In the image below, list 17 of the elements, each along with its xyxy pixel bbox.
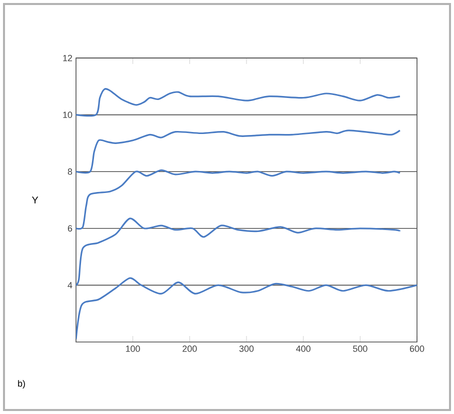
x-tick-label: 100 xyxy=(126,346,140,352)
y-tick-label: 4 xyxy=(68,282,72,288)
y-tick-label: 8 xyxy=(68,168,72,175)
y-tick-label: 10 xyxy=(63,112,72,118)
line-series xyxy=(76,88,401,117)
line-series xyxy=(76,169,401,230)
text: b) xyxy=(18,380,25,388)
x-tick-label: 200 xyxy=(182,346,197,352)
y-tick-label: 12 xyxy=(63,54,72,62)
x-tick-label: 600 xyxy=(410,346,424,352)
x-tick-label: 400 xyxy=(296,346,310,352)
line-series xyxy=(76,277,417,340)
x-tick-label: 500 xyxy=(353,346,368,352)
y-tick-label: 6 xyxy=(68,225,72,232)
line-series xyxy=(76,218,401,286)
y-axis-title: Y xyxy=(32,196,38,204)
x-tick-label: 300 xyxy=(239,346,254,352)
